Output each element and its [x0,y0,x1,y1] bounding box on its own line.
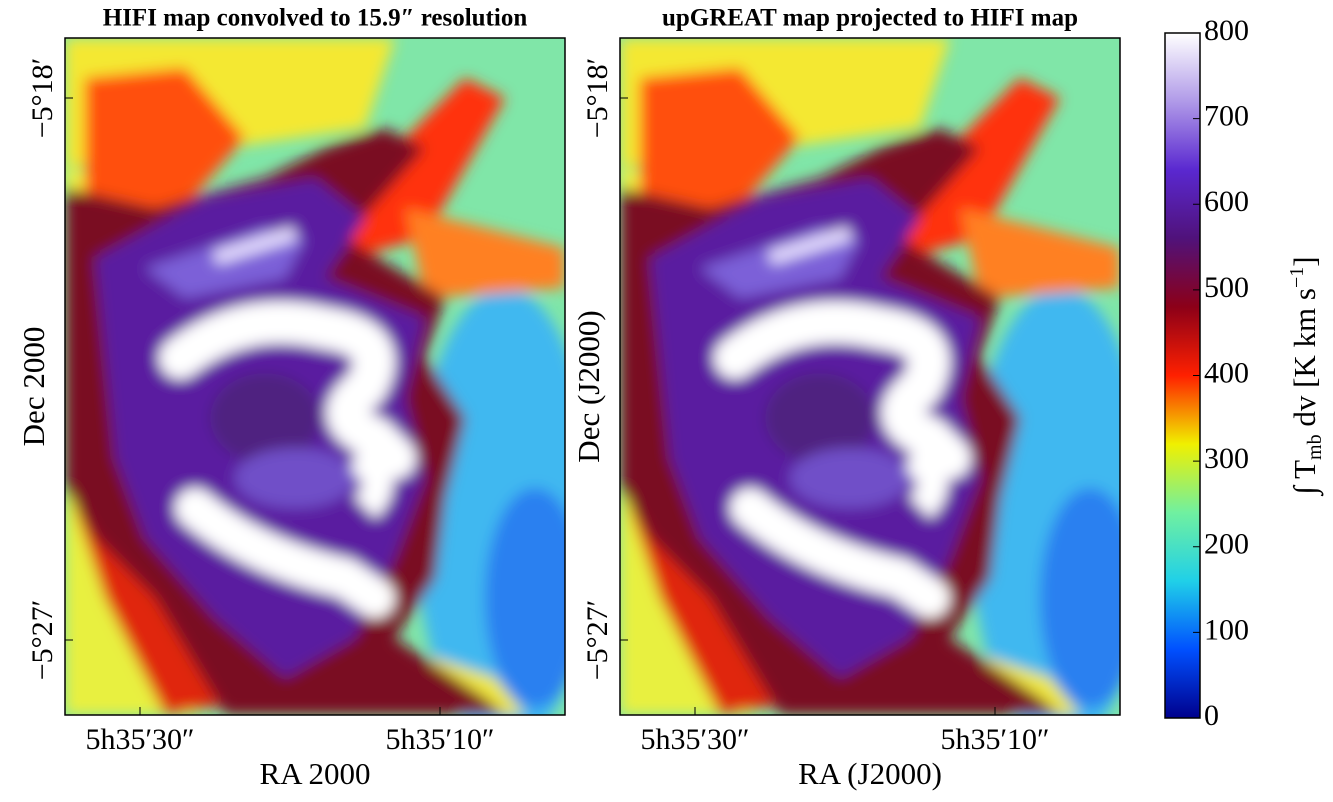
x-tick-label: 5h35′30″ [640,723,749,756]
colorbar-tick-label: 300 [1204,442,1249,475]
colorbar-label-part: dv [K km s [1287,288,1322,434]
x-axis-label: RA 2000 [259,756,370,791]
chart-title: HIFI map convolved to 15.9″ resolution [103,5,528,32]
map-image [620,38,1150,748]
colorbar-label: ∫ Tmb dv [K km s−1] [1286,256,1326,496]
colorbar-tick-label: 800 [1204,14,1249,47]
x-axis-label: RA (J2000) [798,756,942,791]
colorbar-label-part: mb [1304,434,1326,460]
y-tick-label: −5°18′ [26,58,59,138]
map-frame [64,37,566,716]
y-axis-label: Dec 2000 [16,327,51,447]
colorbar-label-part: ] [1287,256,1322,266]
colorbar-label-part: ∫ T [1287,460,1324,497]
map-image [65,38,595,748]
y-tick-label: −5°27′ [26,600,59,680]
colorbar-tick-label: 500 [1204,271,1249,304]
colorbar-tick-label: 200 [1204,528,1249,561]
x-tick-label: 5h35′30″ [85,723,194,756]
map-frame [619,37,1121,716]
chart-title: upGREAT map projected to HIFI map [662,5,1078,32]
x-tick-label: 5h35′10″ [940,723,1049,756]
x-tick-label: 5h35′10″ [385,723,494,756]
colorbar-tick-label: 100 [1204,613,1249,646]
y-axis-label: Dec (J2000) [571,310,606,462]
colorbar-tick-label: 600 [1204,185,1249,218]
y-tick-label: −5°27′ [581,600,614,680]
colorbar-tick-label: 400 [1204,356,1249,389]
colorbar-tick-label: 700 [1204,100,1249,133]
colorbar-label-part: −1 [1286,267,1308,288]
colorbar-tick-label: 0 [1204,699,1219,732]
y-tick-label: −5°18′ [581,58,614,138]
